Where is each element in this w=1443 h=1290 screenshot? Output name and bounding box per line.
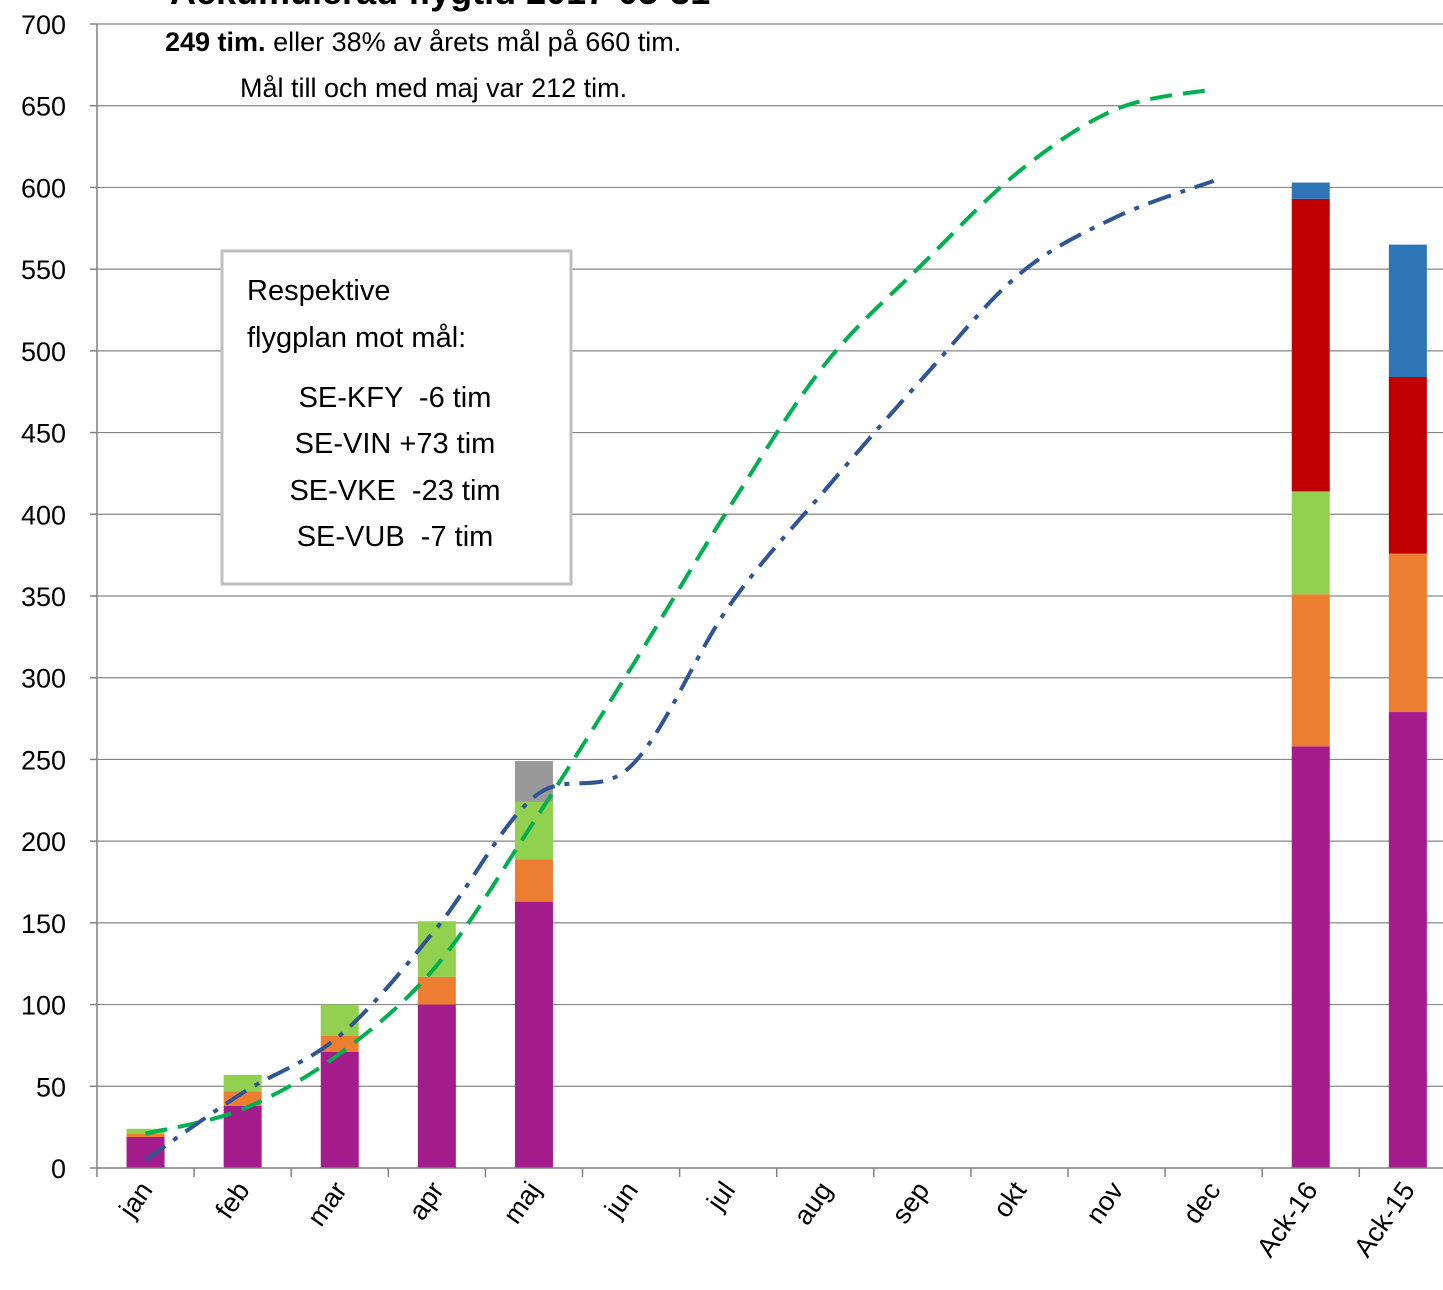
x-tick-label: dec bbox=[1177, 1176, 1227, 1229]
x-tick-label: sep bbox=[886, 1176, 936, 1229]
x-tick-label: feb bbox=[209, 1176, 255, 1224]
y-tick-label: 50 bbox=[36, 1072, 66, 1102]
bar-segment bbox=[1388, 553, 1427, 713]
bar-segment bbox=[1291, 491, 1330, 595]
bar-segment bbox=[1291, 182, 1330, 199]
bar-segment bbox=[1388, 244, 1427, 378]
x-tick-labels: jan feb mar apr maj jun jul aug sep okt nov dec Ack-… bbox=[113, 1176, 1421, 1262]
x-tick-label: aug bbox=[788, 1176, 838, 1230]
x-tick-label: jan bbox=[113, 1176, 159, 1224]
chart-title: Ackumulerad flygtid 2017-05-31 bbox=[170, 0, 710, 12]
annotation-line1: Respektive bbox=[247, 275, 390, 307]
x-tick-label: nov bbox=[1080, 1176, 1130, 1229]
bar-segment bbox=[1388, 712, 1427, 1168]
y-tick-label: 100 bbox=[21, 991, 66, 1021]
bar-segment bbox=[320, 1004, 359, 1036]
y-tick-label: 250 bbox=[21, 745, 66, 775]
bar-segment bbox=[320, 1051, 359, 1168]
bar-segment bbox=[417, 1004, 456, 1168]
x-tick-label: okt bbox=[987, 1176, 1033, 1223]
goal-line bbox=[145, 87, 1215, 1136]
bar-segment bbox=[1388, 377, 1427, 554]
axes bbox=[90, 23, 1443, 1177]
bar-segment bbox=[1291, 594, 1330, 747]
annotation-box-border bbox=[220, 249, 573, 586]
y-tick-label: 600 bbox=[21, 173, 66, 203]
bar-segment bbox=[320, 1035, 359, 1052]
y-tick-label: 650 bbox=[21, 92, 66, 122]
y-tick-label: 450 bbox=[21, 419, 66, 449]
y-tick-label: 700 bbox=[21, 10, 66, 40]
y-tick-label: 300 bbox=[21, 664, 66, 694]
x-tick-label: maj bbox=[497, 1176, 547, 1229]
bar-segment bbox=[514, 859, 553, 902]
bar-segment bbox=[223, 1105, 262, 1168]
x-tick-label: jun bbox=[598, 1176, 644, 1224]
x-tick-label: jul bbox=[700, 1176, 741, 1216]
y-tick-label: 0 bbox=[51, 1154, 66, 1184]
annotation-box: Respektive flygplan mot mål: SE-KFY -6 t… bbox=[220, 249, 573, 586]
x-tick-label: mar bbox=[301, 1176, 352, 1231]
annotation-item: SE-KFY -6 tim bbox=[299, 382, 492, 414]
target-lines bbox=[144, 87, 1215, 1162]
chart-subtitle-line2: Mål till och med maj var 212 tim. bbox=[240, 73, 627, 103]
bar-segment bbox=[417, 976, 456, 1005]
comparison-line bbox=[144, 179, 1215, 1162]
y-tick-label: 550 bbox=[21, 255, 66, 285]
x-tick-label: apr bbox=[403, 1176, 450, 1225]
x-tick-label: Ack-15 bbox=[1348, 1176, 1421, 1262]
subtitle-rest: eller 38% av årets mål på 660 tim. bbox=[266, 27, 682, 57]
bars bbox=[126, 182, 1427, 1168]
bar-segment bbox=[1291, 198, 1330, 492]
annotation-item: SE-VUB -7 tim bbox=[297, 521, 494, 553]
bar-segment bbox=[223, 1074, 262, 1092]
bar-segment bbox=[514, 901, 553, 1168]
annotation-item: SE-VKE -23 tim bbox=[289, 475, 500, 507]
annotation-line2: flygplan mot mål: bbox=[247, 322, 466, 354]
y-tick-label: 500 bbox=[21, 337, 66, 367]
subtitle-bold: 249 tim. bbox=[165, 27, 266, 57]
bar-segment bbox=[1291, 746, 1330, 1168]
annotation-item: SE-VIN +73 tim bbox=[295, 428, 496, 460]
chart-subtitle: 249 tim. eller 38% av årets mål på 660 t… bbox=[165, 27, 681, 57]
y-tick-label: 200 bbox=[21, 827, 66, 857]
y-tick-label: 400 bbox=[21, 500, 66, 530]
bar-segment bbox=[126, 1128, 165, 1134]
bar-segment bbox=[514, 801, 553, 860]
x-tick-label: Ack-16 bbox=[1251, 1176, 1324, 1262]
bar-segment bbox=[126, 1133, 165, 1137]
y-tick-label: 350 bbox=[21, 582, 66, 612]
y-tick-labels: 0 50 100 150 200 250 300 350 400 450 500 550 600 650 7… bbox=[21, 10, 66, 1184]
y-tick-label: 150 bbox=[21, 909, 66, 939]
bar-segment bbox=[223, 1091, 262, 1106]
